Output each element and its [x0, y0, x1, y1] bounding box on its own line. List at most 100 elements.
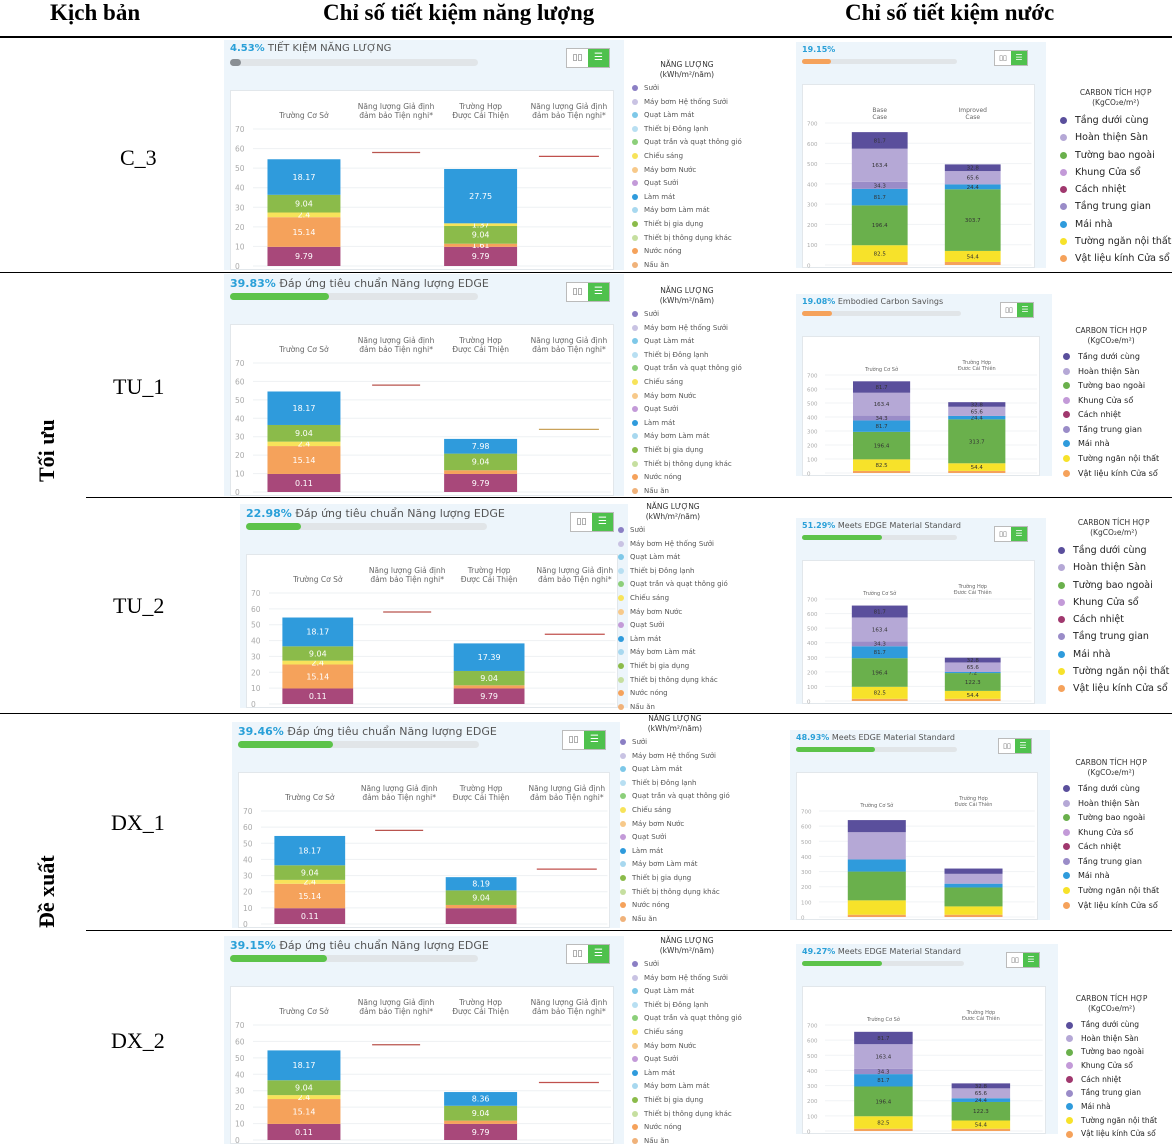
data-label: 303.7	[965, 218, 981, 224]
y-tick-label: 100	[801, 900, 812, 906]
category-label: đảm bảo Tiện nghi*	[359, 345, 433, 354]
bar-segment	[445, 877, 517, 891]
legend-item: Chiếu sáng	[632, 376, 742, 390]
view-toggle[interactable]: ▯▯ ☰	[566, 48, 610, 68]
legend-dot-icon	[618, 527, 624, 533]
legend-item: Tường bao ngoài	[1063, 811, 1159, 826]
y-tick-label: 10	[235, 242, 245, 251]
carbon-chart: 0 100 200 300 400 500 600 700 Trường Cơ Sở Trường…	[802, 986, 1046, 1134]
view-toggle[interactable]: ▯▯ ☰	[562, 730, 606, 750]
category-label: Trường Cơ Sở	[278, 111, 329, 120]
legend-item: Thiết bị thông dụng khác	[618, 674, 728, 688]
stacked-view-icon[interactable]: ☰	[592, 513, 613, 531]
data-label: 65.6	[971, 409, 984, 415]
energy-savings-percent: 39.46%	[238, 725, 284, 738]
bar-segment	[847, 859, 906, 872]
legend-dot-icon	[632, 112, 638, 119]
bar-segment	[851, 261, 908, 265]
stacked-view-icon[interactable]: ☰	[1011, 51, 1027, 65]
data-label: 9.04	[472, 1109, 490, 1118]
column-view-icon[interactable]: ▯▯	[572, 287, 583, 297]
column-view-icon[interactable]: ▯▯	[1003, 742, 1011, 750]
carbon-legend-title: CARBON TÍCH HỢP (KgCO₂e/m²)	[1075, 994, 1148, 1013]
bar-segment	[444, 1120, 518, 1124]
column-view-icon[interactable]: ▯▯	[999, 54, 1007, 62]
data-label: 2.4	[303, 878, 316, 887]
bar-segment	[852, 420, 911, 432]
view-toggle[interactable]: ▯▯ ☰	[570, 512, 614, 532]
carbon-panel: 48.93% Meets EDGE Material Standard ▯▯ ☰ 0 1…	[790, 730, 1050, 920]
legend-item: Hoàn thiện Sàn	[1063, 365, 1159, 380]
bar-segment	[852, 392, 911, 416]
category-label: Trường Hợp	[966, 1009, 996, 1016]
group-label-proposed: Đề xuất	[34, 855, 59, 928]
legend-item: Nấu ăn	[620, 913, 730, 927]
data-label: 196.4	[872, 670, 888, 676]
bar-segment	[453, 688, 525, 704]
legend-dot-icon	[632, 234, 638, 241]
legend-item: Nước nóng	[632, 1121, 742, 1135]
y-tick-label: 30	[235, 203, 245, 212]
column-view-icon[interactable]: ▯▯	[1011, 956, 1019, 964]
category-label: Được Cải Thiện	[453, 793, 510, 802]
category-label: Trường Cơ Sở	[864, 366, 899, 373]
column-view-icon[interactable]: ▯▯	[1005, 306, 1013, 314]
stacked-view-icon[interactable]: ☰	[588, 283, 609, 301]
legend-dot-icon	[620, 847, 626, 854]
legend-item: Cách nhiệt	[1066, 1073, 1157, 1087]
column-view-icon[interactable]: ▯▯	[576, 517, 587, 527]
view-toggle[interactable]: ▯▯ ☰	[994, 526, 1028, 542]
stacked-view-icon[interactable]: ☰	[584, 731, 605, 749]
y-tick-label: 500	[807, 627, 818, 633]
column-view-icon[interactable]: ▯▯	[572, 949, 583, 959]
legend-item: Mái nhà	[1063, 869, 1159, 884]
view-toggle[interactable]: ▯▯ ☰	[998, 738, 1032, 754]
legend-dot-icon	[632, 961, 638, 967]
view-toggle[interactable]: ▯▯ ☰	[566, 944, 610, 964]
legend-item: Máy bơm Làm mát	[632, 1080, 742, 1094]
legend-item: Tầng dưới cùng	[1066, 1018, 1157, 1032]
scenario-label: DX_2	[111, 1028, 165, 1053]
scenario-label: TU_2	[113, 593, 165, 618]
bar-segment	[944, 690, 1001, 699]
legend-item: Chiếu sáng	[618, 592, 728, 606]
stacked-view-icon[interactable]: ☰	[1023, 953, 1039, 967]
y-tick-label: 600	[807, 142, 818, 148]
carbon-legend: CARBON TÍCH HỢP (KgCO₂e/m²) Tầng dưới cùng…	[1066, 994, 1157, 1141]
energy-legend: NĂNG LƯỢNG (kWh/m²/năm) Sưởi Máy bơm Hệ thố…	[618, 502, 728, 714]
view-toggle[interactable]: ▯▯ ☰	[566, 282, 610, 302]
legend-dot-icon	[1063, 396, 1070, 404]
view-toggle[interactable]: ▯▯ ☰	[1000, 302, 1034, 318]
legend-item: Làm mát	[632, 417, 742, 431]
bar-segment	[951, 1101, 1011, 1121]
data-label: 81.7	[877, 1078, 890, 1084]
carbon-savings-percent: 51.29%	[802, 521, 836, 530]
legend-item: Hoàn thiện Sàn	[1058, 559, 1169, 576]
column-view-icon[interactable]: ▯▯	[999, 530, 1007, 538]
legend-dot-icon	[632, 261, 638, 268]
bar-segment	[444, 225, 518, 244]
category-label: Trường Hợp	[958, 795, 988, 802]
legend-dot-icon	[632, 419, 638, 426]
stacked-view-icon[interactable]: ☰	[1017, 303, 1033, 317]
legend-dot-icon	[632, 1069, 638, 1076]
data-label: 24.4	[971, 416, 984, 422]
view-toggle[interactable]: ▯▯ ☰	[994, 50, 1028, 66]
legend-dot-icon	[632, 1124, 638, 1131]
legend-dot-icon	[1066, 1130, 1073, 1138]
legend-item: Tầng trung gian	[1066, 1086, 1157, 1100]
energy-legend: NĂNG LƯỢNG (kWh/m²/năm) Sưởi Máy bơm Hệ thố…	[620, 714, 730, 926]
legend-item: Làm mát	[620, 845, 730, 859]
stacked-view-icon[interactable]: ☰	[588, 945, 609, 963]
y-tick-label: 60	[243, 823, 253, 832]
column-view-icon[interactable]: ▯▯	[572, 53, 583, 63]
stacked-view-icon[interactable]: ☰	[588, 49, 609, 67]
column-view-icon[interactable]: ▯▯	[568, 735, 579, 745]
stacked-view-icon[interactable]: ☰	[1011, 527, 1027, 541]
legend-dot-icon	[1063, 411, 1070, 419]
stacked-view-icon[interactable]: ☰	[1015, 739, 1031, 753]
view-toggle[interactable]: ▯▯ ☰	[1006, 952, 1040, 968]
carbon-chart-svg: 0 100 200 300 400 500 600 700 Trường Cơ Sở Trường…	[807, 1009, 1043, 1134]
bar-segment	[948, 463, 1006, 471]
legend-item: Máy bơm Nước	[618, 606, 728, 620]
